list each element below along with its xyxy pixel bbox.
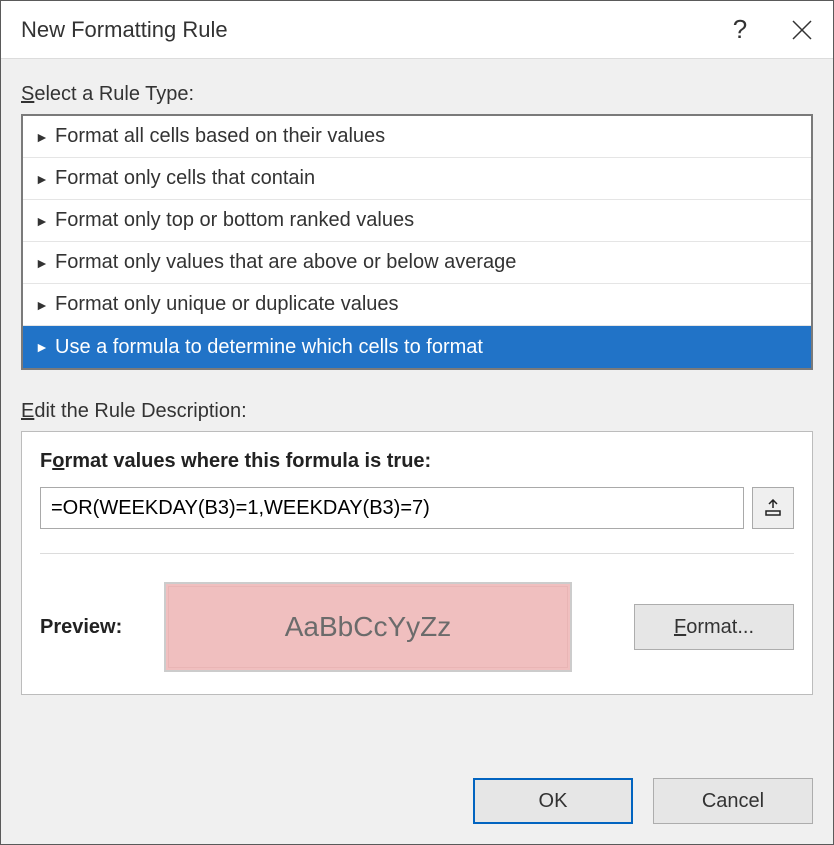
rule-marker-icon: ► [35,340,55,354]
collapse-dialog-icon [764,499,782,517]
new-formatting-rule-dialog: New Formatting Rule ? Select a Rule Type… [0,0,834,845]
rule-type-label: Select a Rule Type: [21,83,813,106]
preview-sample-text: AaBbCcYyZz [285,611,452,643]
rule-type-list[interactable]: ►Format all cells based on their values►… [21,114,813,370]
rule-type-item[interactable]: ►Format all cells based on their values [23,116,811,158]
help-button[interactable]: ? [709,1,771,59]
preview-sample: AaBbCcYyZz [164,582,572,672]
close-icon [790,18,814,42]
rule-type-item-label: Format only values that are above or bel… [55,251,516,274]
rule-marker-icon: ► [35,172,55,186]
dialog-title: New Formatting Rule [21,17,709,43]
rule-type-item-label: Format all cells based on their values [55,125,385,148]
rule-type-item-label: Format only top or bottom ranked values [55,209,414,232]
rule-type-item[interactable]: ►Format only cells that contain [23,158,811,200]
format-button[interactable]: Format... [634,604,794,650]
cancel-button[interactable]: Cancel [653,778,813,824]
preview-label: Preview: [40,616,142,639]
rule-marker-icon: ► [35,214,55,228]
formula-input[interactable] [40,487,744,529]
rule-description-panel: Format values where this formula is true… [21,431,813,695]
rule-type-item-label: Format only unique or duplicate values [55,293,399,316]
divider [40,553,794,554]
rule-marker-icon: ► [35,130,55,144]
formula-row [40,487,794,529]
rule-type-item[interactable]: ►Format only unique or duplicate values [23,284,811,326]
rule-type-item[interactable]: ►Format only values that are above or be… [23,242,811,284]
rule-description-label: Edit the Rule Description: [21,400,813,423]
rule-marker-icon: ► [35,256,55,270]
rule-type-item[interactable]: ►Format only top or bottom ranked values [23,200,811,242]
formula-section-title: Format values where this formula is true… [40,450,794,473]
collapse-dialog-button[interactable] [752,487,794,529]
titlebar: New Formatting Rule ? [1,1,833,59]
rule-type-item[interactable]: ►Use a formula to determine which cells … [23,326,811,368]
help-icon: ? [733,14,747,45]
close-button[interactable] [771,1,833,59]
preview-row: Preview: AaBbCcYyZz Format... [40,582,794,672]
ok-button[interactable]: OK [473,778,633,824]
dialog-content: Select a Rule Type: ►Format all cells ba… [1,59,833,778]
dialog-button-row: OK Cancel [1,778,833,844]
rule-type-item-label: Format only cells that contain [55,167,315,190]
rule-marker-icon: ► [35,298,55,312]
rule-type-item-label: Use a formula to determine which cells t… [55,336,483,359]
